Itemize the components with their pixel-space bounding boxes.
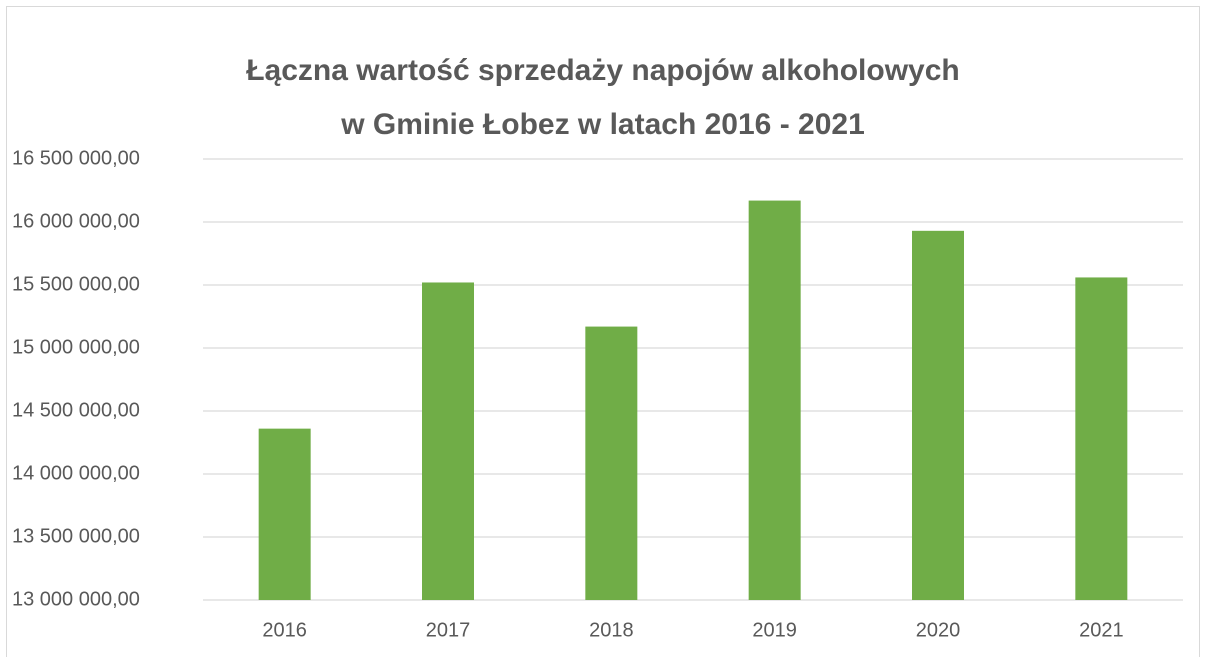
y-tick-label: 16 500 000,00 xyxy=(12,147,140,169)
y-tick-label: 16 000 000,00 xyxy=(12,210,140,232)
bar xyxy=(258,428,311,600)
chart-title: Łączna wartość sprzedaży napojów alkohol… xyxy=(246,54,960,87)
y-tick-label: 13 000 000,00 xyxy=(12,588,140,610)
bar xyxy=(912,230,964,600)
x-tick-label: 2017 xyxy=(426,619,471,641)
y-tick-label: 14 500 000,00 xyxy=(12,399,140,421)
y-tick-label: 15 000 000,00 xyxy=(12,336,140,358)
bar xyxy=(585,326,638,600)
x-tick-label: 2021 xyxy=(1079,619,1124,641)
x-tick-label: 2018 xyxy=(589,619,634,641)
bar xyxy=(748,200,801,600)
x-tick-label: 2016 xyxy=(262,619,307,641)
y-tick-label: 14 000 000,00 xyxy=(12,462,140,484)
chart-frame xyxy=(6,6,1200,657)
x-tick-label: 2019 xyxy=(752,619,797,641)
chart-title: w Gminie Łobez w latach 2016 - 2021 xyxy=(340,108,865,141)
bar xyxy=(1075,277,1128,600)
x-tick-label: 2020 xyxy=(916,619,961,641)
y-tick-label: 15 500 000,00 xyxy=(12,273,140,295)
y-tick-label: 13 500 000,00 xyxy=(12,525,140,547)
bar xyxy=(422,282,474,600)
